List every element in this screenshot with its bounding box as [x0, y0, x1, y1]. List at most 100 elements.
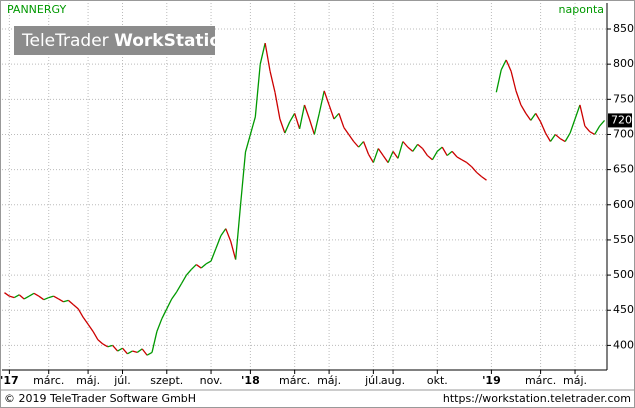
price-segment [264, 42, 271, 72]
price-segment [195, 264, 202, 269]
price-segment [559, 138, 566, 143]
price-segment [205, 260, 212, 265]
watermark-box [14, 26, 215, 55]
price-segment [402, 141, 409, 148]
footer-left: © 2019 TeleTrader Software GmbH [4, 392, 196, 405]
price-segment [161, 308, 168, 319]
x-tick-label: '17 [0, 374, 19, 387]
price-segment [48, 295, 54, 299]
price-segment [407, 146, 414, 152]
price-segment [132, 350, 138, 354]
y-tick-label: 450 [613, 303, 634, 316]
price-segment [58, 298, 64, 303]
price-segment [535, 113, 542, 123]
price-segment [63, 299, 69, 303]
price-segment [431, 151, 438, 161]
price-segment [239, 151, 247, 205]
price-segment [107, 344, 113, 348]
y-tick-label: 750 [613, 92, 634, 105]
price-segment [234, 204, 242, 260]
price-segment [97, 339, 104, 345]
price-segment [23, 295, 30, 300]
price-segment [225, 228, 232, 242]
price-segment [589, 131, 596, 136]
price-segment [102, 343, 109, 348]
price-segment [166, 298, 173, 310]
x-tick-label: márc. [279, 374, 310, 387]
price-segment [392, 150, 399, 159]
price-segment [323, 90, 330, 106]
price-segment [53, 295, 59, 300]
price-segment [515, 90, 522, 106]
price-segment [525, 113, 532, 121]
price-segment [82, 316, 89, 325]
price-segment [92, 331, 99, 341]
price-segment [397, 141, 404, 159]
price-segment [190, 264, 197, 270]
price-segment [269, 71, 276, 93]
x-tick-label: '18 [241, 374, 260, 387]
price-segment [87, 323, 94, 332]
price-segment [4, 292, 10, 297]
price-segment [28, 292, 35, 297]
price-segment [441, 146, 448, 156]
price-segment [584, 125, 591, 133]
price-segment [574, 104, 581, 120]
price-segment [436, 146, 443, 152]
price-segment [112, 344, 119, 352]
x-tick-label: '19 [482, 374, 501, 387]
y-tick-label: 500 [613, 268, 634, 281]
price-segment [481, 176, 487, 181]
x-tick-label: júl. [113, 374, 131, 387]
y-tick-label: 600 [613, 198, 634, 211]
price-segment [505, 59, 512, 72]
price-segment [151, 331, 158, 353]
price-segment [210, 248, 217, 262]
price-segment [377, 148, 384, 156]
price-segment [446, 150, 453, 157]
price-segment [298, 104, 306, 129]
price-segment [461, 159, 468, 164]
price-segment [215, 235, 222, 249]
price-segment [146, 351, 153, 356]
x-tick-label: márc. [33, 374, 64, 387]
price-segment [579, 104, 586, 127]
last-value-label: 720 [611, 113, 632, 126]
price-segment [387, 151, 394, 163]
price-segment [9, 295, 15, 299]
watermark: TeleTrader WorkStation [21, 31, 233, 51]
price-segment [274, 92, 281, 120]
price-segment [427, 155, 433, 161]
y-tick-label: 400 [613, 338, 634, 351]
x-tick-label: okt. [427, 374, 448, 387]
grid [2, 3, 607, 370]
price-segment [362, 141, 370, 155]
price-segment [367, 153, 374, 163]
x-tick-label: márc. [525, 374, 556, 387]
price-segment [127, 350, 133, 355]
instrument: PANNERGY [7, 3, 66, 16]
price-segment [333, 112, 340, 120]
price-segment [495, 69, 502, 93]
x-tick-label: szept. [150, 374, 183, 387]
x-tick-label: júl. [364, 374, 382, 387]
price-segment [530, 113, 537, 121]
price-segment [141, 348, 148, 356]
price-segment [422, 148, 429, 156]
watermark-a: TeleTrader [21, 31, 109, 51]
price-segment [500, 59, 507, 71]
price-segment [249, 116, 256, 135]
price-segment [284, 121, 291, 134]
price-segment [318, 90, 325, 114]
price-segment [564, 132, 571, 142]
price-segment [510, 71, 517, 92]
y-tick-label: 800 [613, 57, 634, 70]
price-segment [412, 143, 419, 152]
price-segment [540, 121, 547, 134]
price-segment [185, 269, 192, 276]
x-tick-label: máj. [76, 374, 100, 387]
price-segment [67, 299, 74, 306]
price-segment [254, 64, 261, 117]
